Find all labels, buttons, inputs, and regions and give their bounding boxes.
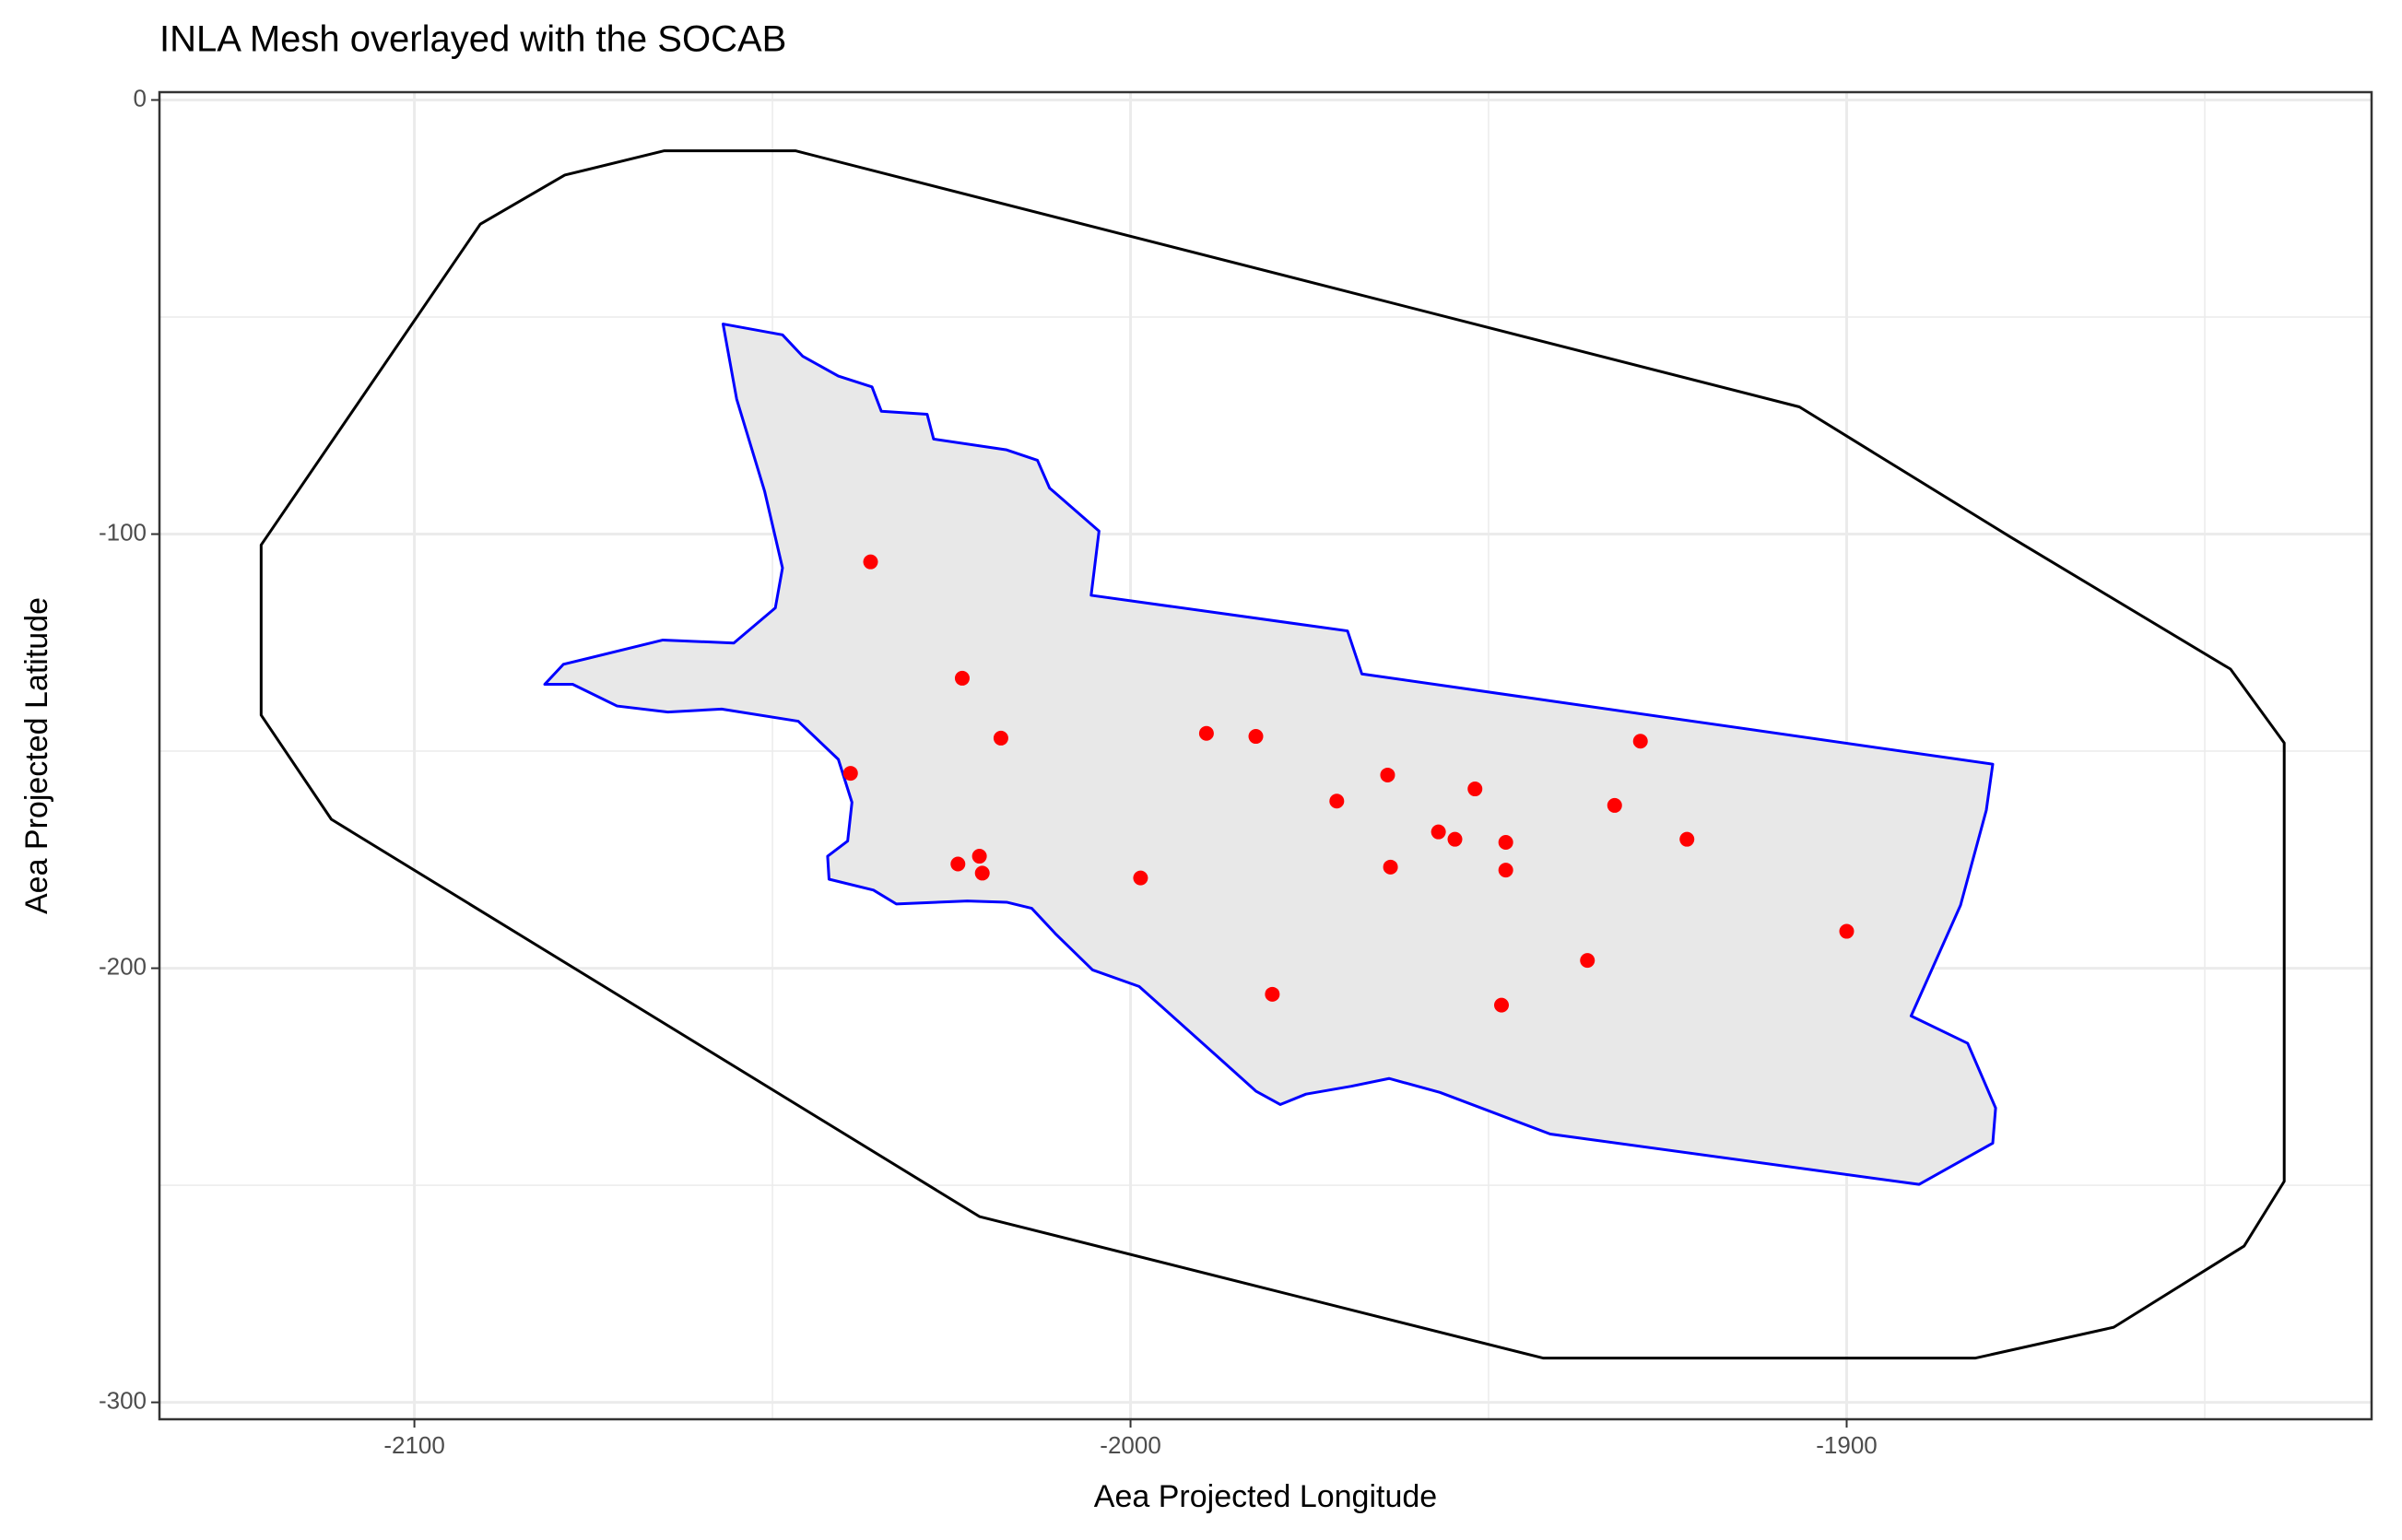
mesh-boundary [259,149,2286,1360]
station-point [1467,782,1483,797]
station-point [1248,729,1264,745]
x-tick-label: -1900 [1816,1431,1878,1459]
station-point [1632,734,1648,749]
station-point [1498,863,1513,878]
y-tick-label: -200 [99,952,147,980]
x-axis-title: Aea Projected Longitude [1094,1479,1437,1514]
station-point [1679,831,1695,847]
x-tick-label: -2100 [383,1431,445,1459]
socab-boundary [543,323,1997,1186]
station-point [1447,831,1463,847]
y-tick-label: -100 [99,518,147,546]
x-tick-label: -2000 [1100,1431,1161,1459]
station-point [971,849,987,864]
station-point [1839,923,1854,939]
station-point [974,865,990,881]
station-point [1580,953,1595,969]
plot-area [159,92,2372,1419]
y-axis-title: Aea Projected Latitude [19,597,54,914]
station-point [993,730,1008,746]
station-point [950,856,966,872]
y-tick-label: 0 [134,84,147,112]
station-point [1607,797,1622,813]
station-point [863,554,878,570]
station-point [1383,859,1398,875]
station-point [1265,986,1280,1002]
station-point [1498,834,1513,850]
station-point [1329,794,1345,809]
panel-border [158,90,2373,1421]
station-point [842,766,858,782]
station-point [1380,767,1395,782]
station-point [1198,725,1214,741]
y-tick-label: -300 [99,1387,147,1415]
station-point [954,670,970,686]
chart-title: INLA Mesh overlayed with the SOCAB [159,19,786,60]
station-point [1133,870,1148,886]
station-point [1431,824,1446,840]
station-point [1494,997,1510,1013]
